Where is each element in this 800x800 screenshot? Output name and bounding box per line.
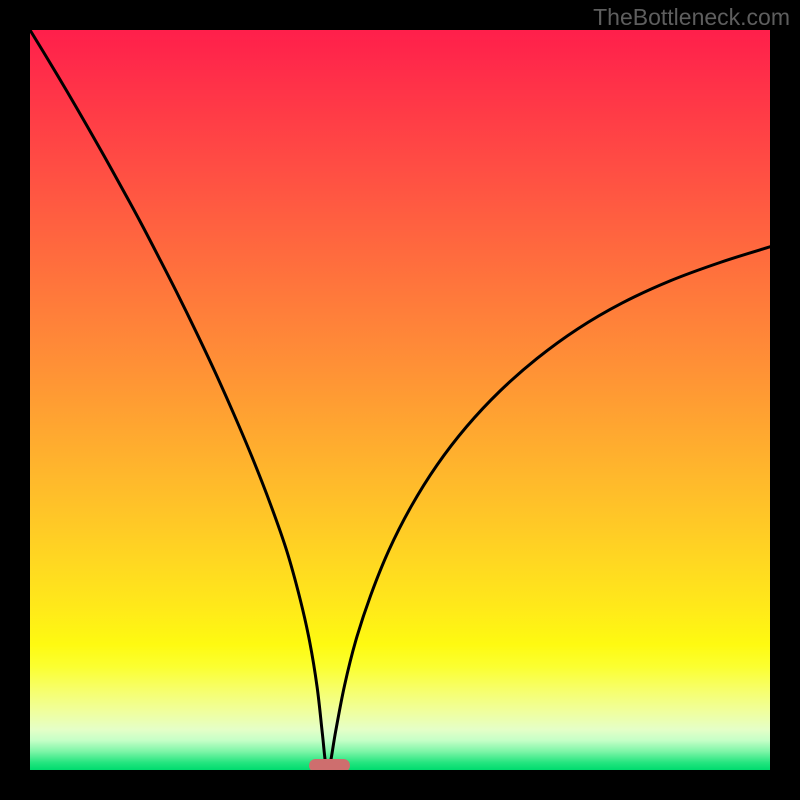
chart-container: TheBottleneck.com [0, 0, 800, 800]
watermark-text: TheBottleneck.com [593, 4, 790, 31]
plot-area [30, 30, 770, 770]
minimum-marker [309, 759, 350, 770]
bottleneck-curve [30, 30, 770, 770]
